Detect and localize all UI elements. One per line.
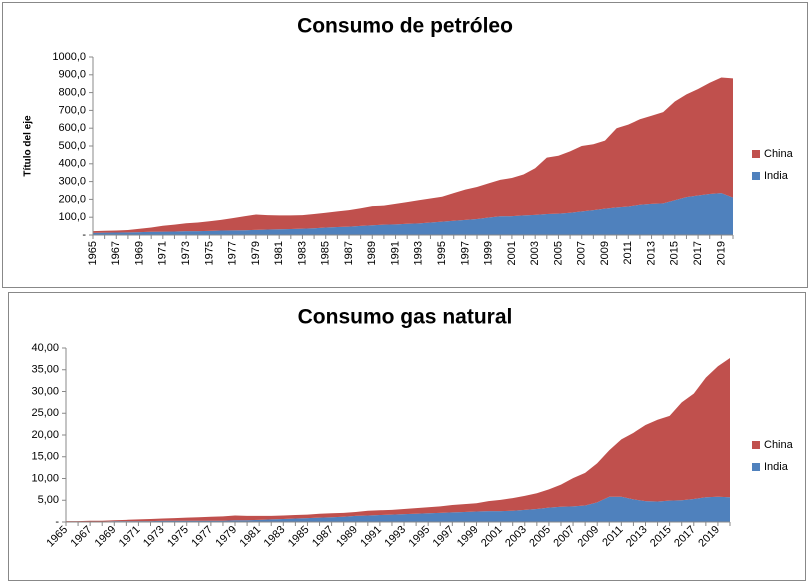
legend-swatch [752,463,760,471]
x-tick-label: 2007 [576,241,588,265]
legend-label: India [764,170,789,182]
x-tick-label: 1989 [366,241,378,265]
x-tick-label: 2019 [715,241,727,265]
x-tick-label: 1969 [133,241,145,265]
y-tick-label: 25,00 [31,407,59,419]
x-tick-label: 1971 [157,241,169,265]
y-tick-label: 15,00 [31,451,59,463]
x-tick-label: 2003 [529,241,541,265]
y-tick-label: 200,0 [58,193,86,205]
x-tick-label: 1983 [296,241,308,265]
x-tick-label: 2013 [645,241,657,265]
y-tick-label: 300,0 [58,176,86,188]
chart-title: Consumo gas natural [298,306,513,329]
x-tick-label: 2005 [552,241,564,265]
x-tick-label: 1993 [413,241,425,265]
y-tick-label: 5,00 [38,494,59,506]
x-tick-label: 1987 [343,241,355,265]
legend-swatch [752,172,760,180]
x-tick-label: 1991 [389,241,401,265]
x-tick-label: 1979 [250,241,262,265]
x-tick-label: 1997 [459,241,471,265]
x-tick-label: 2017 [692,241,704,265]
y-tick-label: 400,0 [58,158,86,170]
legend-swatch [752,441,760,449]
x-tick-label: 1995 [436,241,448,265]
y-tick-label: 600,0 [58,122,86,134]
legend-swatch [752,150,760,158]
x-tick-label: 2011 [622,241,634,265]
legend-label: India [764,461,789,473]
y-tick-label: - [55,516,59,528]
x-tick-label: 1967 [110,241,122,265]
x-tick-label: 1973 [180,241,192,265]
y-tick-label: 40,00 [31,342,59,354]
y-axis-label: Título del eje [23,115,34,177]
x-tick-label: 1977 [227,241,239,265]
y-tick-label: 500,0 [58,140,86,152]
area [93,193,733,235]
x-tick-label: 2015 [669,241,681,265]
legend-label: China [764,439,794,451]
area [66,496,730,522]
x-tick-label: 1981 [273,241,285,265]
y-tick-label: - [82,229,86,241]
area [93,77,733,233]
y-tick-label: 30,00 [31,385,59,397]
y-tick-label: 900,0 [58,69,86,81]
legend-label: China [764,148,794,160]
x-tick-label: 2001 [506,241,518,265]
y-tick-label: 700,0 [58,104,86,116]
y-tick-label: 10,00 [31,472,59,484]
x-tick-label: 1975 [203,241,215,265]
y-tick-label: 800,0 [58,87,86,99]
chart-title: Consumo de petróleo [297,15,513,38]
x-tick-label: 2009 [599,241,611,265]
x-tick-label: 1999 [483,241,495,265]
y-tick-label: 20,00 [31,429,59,441]
x-tick-label: 1965 [87,241,99,265]
y-tick-label: 100,0 [58,211,86,223]
x-tick-label: 1985 [320,241,332,265]
y-tick-label: 35,00 [31,364,59,376]
y-tick-label: 1000,0 [52,51,86,63]
